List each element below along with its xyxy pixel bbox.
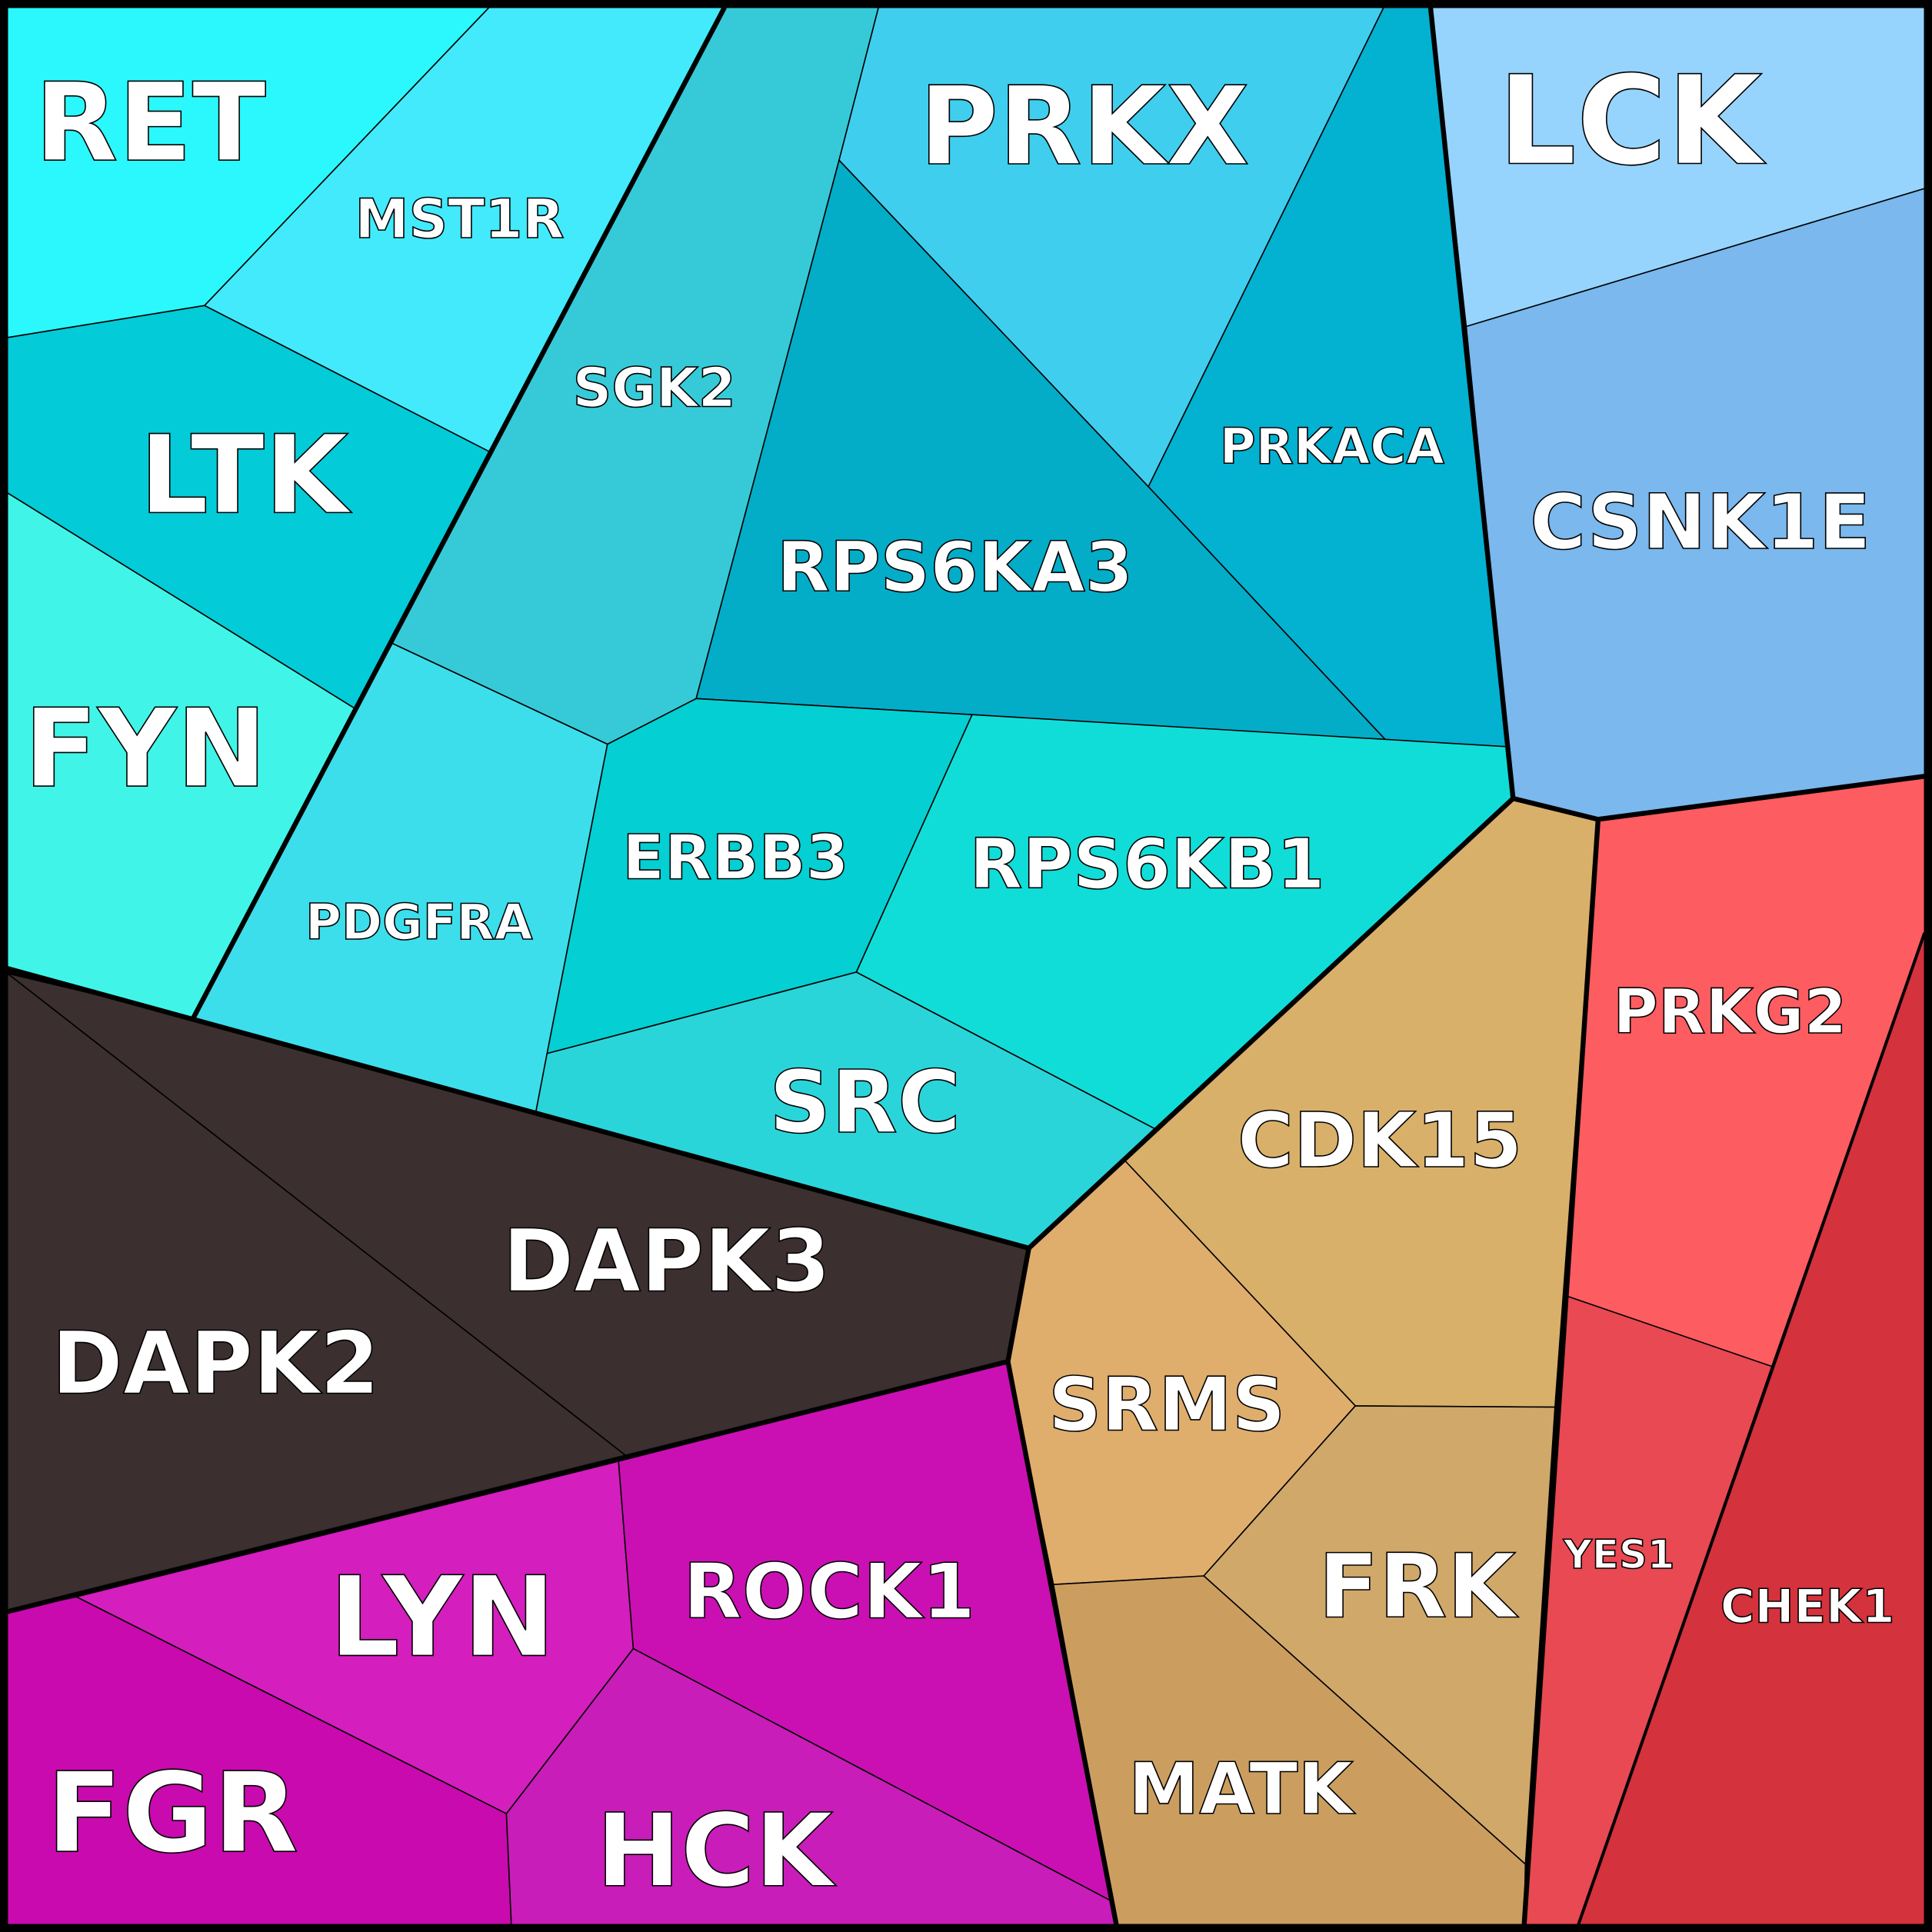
group-boundary (6, 966, 1030, 1251)
label-rock1: ROCK1 (683, 1547, 975, 1636)
label-yes1: YES1 (1563, 1532, 1675, 1578)
label-prkx: PRKX (919, 64, 1250, 190)
label-ltk: LTK (139, 412, 352, 538)
label-srms: SRMS (1048, 1361, 1285, 1447)
label-dapk3: DAPK3 (502, 1211, 831, 1311)
label-sgk2: SGK2 (573, 357, 736, 420)
label-csnk1e: CSNK1E (1530, 478, 1870, 567)
label-fyn: FYN (24, 686, 267, 812)
label-ret: RET (35, 60, 266, 186)
label-dapk2: DAPK2 (52, 1314, 380, 1414)
label-frk: FRK (1318, 1535, 1519, 1638)
group-boundary (6, 1359, 1009, 1614)
label-prkg2: PRKG2 (1613, 976, 1847, 1048)
label-mst1r: MST1R (355, 188, 564, 251)
label-lyn: LYN (329, 1553, 555, 1682)
label-erbb3: ERBB3 (622, 822, 848, 894)
label-hck: HCK (596, 1792, 836, 1910)
group-boundary (1005, 7, 1516, 1925)
label-pdgfra: PDGFRA (305, 894, 533, 951)
label-fgr: FGR (46, 1749, 298, 1878)
label-lck: LCK (1498, 49, 1767, 193)
group-boundary (1577, 932, 1927, 1926)
label-rps6ka3: RPS6KA3 (777, 528, 1133, 608)
label-src: SRC (769, 1053, 961, 1153)
group-boundary (191, 6, 727, 1019)
label-cdk15: CDK15 (1237, 1097, 1522, 1185)
group-boundary (1597, 774, 1925, 822)
label-matk: MATK (1128, 1747, 1356, 1830)
label-prkaca: PRKACA (1220, 419, 1445, 476)
label-chek1: CHEK1 (1720, 1580, 1895, 1634)
label-rps6kb1: RPS6KB1 (969, 825, 1324, 905)
